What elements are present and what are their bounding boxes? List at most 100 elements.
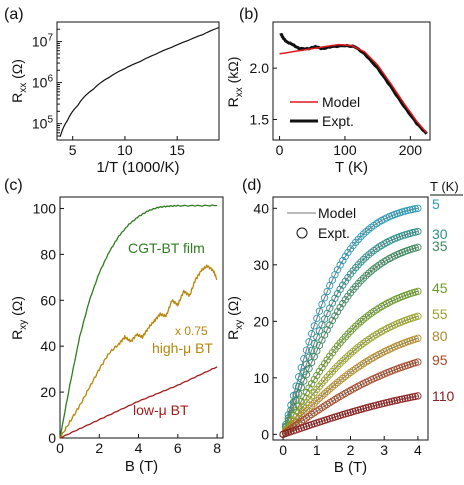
expt-point (300, 377, 308, 385)
expt-point (313, 314, 321, 323)
y-tick-label: 0 (261, 426, 269, 442)
y-axis-label: Rxx (kΩ) (225, 57, 245, 108)
expt-point (320, 389, 329, 398)
x-tick-label: 5 (69, 142, 77, 158)
temperature-label: 80 (432, 328, 448, 344)
panel-label-a: (a) (4, 6, 24, 23)
y-tick-label: 80 (40, 246, 56, 262)
y-tick-label: 60 (40, 292, 56, 308)
panel-label-c: (c) (4, 177, 23, 194)
model-curve-30 (282, 231, 419, 435)
expt-point (302, 371, 311, 379)
expt-point (310, 322, 318, 330)
expt-point (383, 398, 391, 407)
expt-point (315, 307, 324, 315)
expt-point (339, 281, 347, 289)
expt-point (390, 397, 399, 405)
expt-point (331, 365, 339, 373)
x-axis-label: B (T) (125, 458, 158, 475)
expt-point (333, 362, 342, 370)
expt-point (403, 394, 412, 402)
y-tick-label: 1.5 (250, 111, 270, 127)
expt-point (320, 359, 329, 368)
model-curve (279, 43, 428, 134)
expt-point (414, 358, 422, 366)
expt-point (297, 383, 305, 392)
expt-point (339, 299, 347, 308)
curve-0 (59, 204, 218, 439)
expt-point (352, 322, 360, 330)
expt-point (292, 417, 300, 425)
expt-point (339, 357, 347, 365)
x-tick-label: 100 (333, 142, 357, 158)
expt-point (307, 402, 316, 410)
label-cgt-bt-film: CGT-BT film (128, 240, 205, 256)
expt-curve (279, 32, 428, 135)
expt-point (362, 228, 370, 236)
expt-point (333, 307, 342, 316)
expt-point (305, 404, 313, 412)
y-tick-label: 107 (32, 33, 54, 50)
expt-point (344, 352, 352, 360)
label-scale-factor: x 0.75 (175, 324, 208, 338)
expt-point (352, 345, 360, 353)
plot-frame (59, 196, 224, 439)
expt-point (336, 285, 344, 293)
y-tick-label: 40 (40, 338, 56, 354)
expt-point (318, 300, 326, 308)
expt-point (367, 267, 375, 275)
expt-point (315, 367, 324, 376)
expt-point (336, 303, 344, 312)
expt-point (341, 354, 349, 363)
legend-model-label: Model (322, 94, 360, 110)
expt-point (297, 364, 305, 372)
legend-expt-swatch (296, 227, 308, 239)
temperature-label: 30 (432, 226, 448, 242)
expt-point (341, 277, 349, 285)
plot-frame (272, 21, 431, 141)
expt-point (357, 258, 365, 266)
expt-point (336, 359, 344, 368)
expt-point (411, 228, 419, 236)
expt-point (401, 394, 409, 403)
expt-point (307, 358, 316, 367)
temperature-label: 95 (432, 352, 448, 368)
expt-point (359, 315, 368, 323)
temperature-header: T (K) (430, 179, 459, 194)
expt-point (403, 206, 412, 215)
expt-point (409, 205, 417, 213)
legend-expt-label: Expt. (322, 113, 354, 129)
expt-point (414, 312, 422, 320)
temperature-label: 35 (432, 238, 448, 254)
panel-a-chart: 5 10 15 105 106 107 1/T (1000/K) Rxx (Ω) (9, 21, 220, 176)
y-tick-label: 100 (33, 200, 57, 216)
y-tick-label: 0 (48, 430, 56, 446)
expt-point (406, 393, 414, 402)
expt-point (414, 227, 422, 236)
expt-point (346, 350, 355, 358)
panel-b-chart: 0 100 200 1.5 2.0 Model Expt. T (K) Rxx (kΩ) (225, 21, 431, 176)
expt-point (354, 320, 362, 328)
x-tick-label: 2 (95, 440, 103, 456)
expt-point (388, 397, 396, 406)
expt-point (364, 251, 373, 259)
expt-point (318, 321, 326, 329)
expt-point (359, 230, 368, 238)
expt-point (323, 356, 331, 364)
expt-point (414, 334, 422, 342)
temperature-label: 45 (432, 280, 448, 296)
expt-point (302, 360, 311, 368)
expt-point (359, 255, 368, 264)
expt-point (336, 376, 344, 385)
y-axis-label: Rxy (Ω) (9, 296, 29, 340)
expt-point (357, 232, 365, 241)
expt-point (331, 380, 339, 389)
expt-point (333, 378, 342, 387)
expt-point (318, 363, 326, 372)
x-tick-label: 4 (414, 442, 422, 458)
x-axis-label: B (T) (334, 459, 367, 476)
expt-point (315, 394, 324, 403)
y-tick-label: 106 (32, 74, 54, 91)
